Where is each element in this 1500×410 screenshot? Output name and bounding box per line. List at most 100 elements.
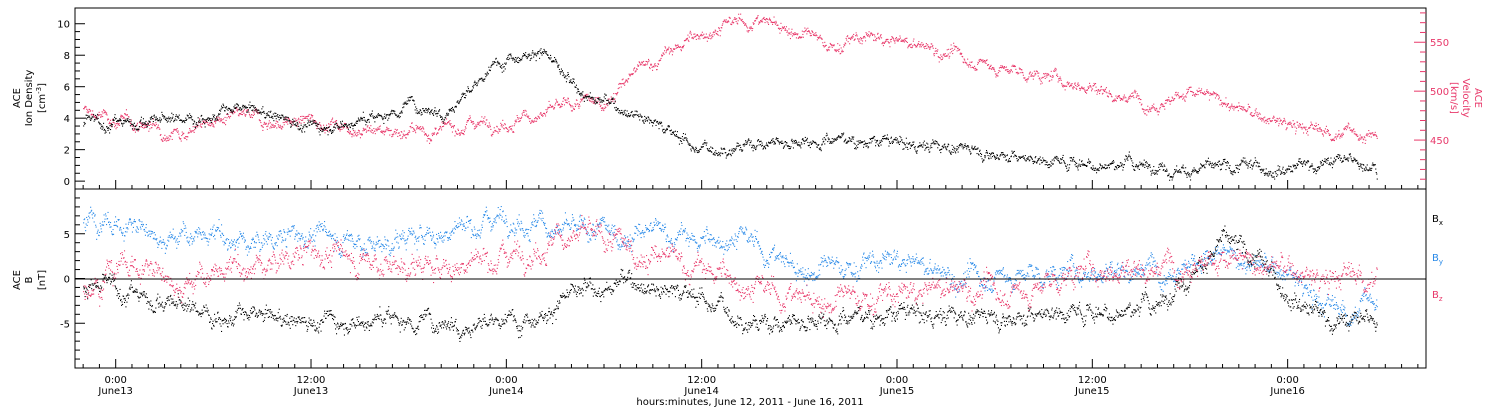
data-point bbox=[787, 32, 789, 34]
data-point bbox=[710, 151, 712, 153]
data-point bbox=[996, 154, 998, 156]
data-point bbox=[1244, 157, 1246, 159]
data-point bbox=[486, 71, 488, 73]
data-point bbox=[1132, 166, 1134, 168]
data-point bbox=[1194, 168, 1196, 170]
data-point bbox=[121, 122, 123, 124]
data-point bbox=[214, 119, 216, 121]
data-point bbox=[1229, 108, 1231, 110]
data-point bbox=[264, 122, 266, 124]
data-point bbox=[688, 143, 690, 145]
data-point bbox=[99, 123, 101, 125]
data-point bbox=[1215, 92, 1217, 94]
data-point bbox=[703, 143, 705, 145]
data-point bbox=[452, 109, 454, 111]
data-point bbox=[658, 63, 660, 65]
data-point bbox=[114, 126, 116, 128]
data-point bbox=[371, 113, 373, 115]
data-point bbox=[1273, 115, 1275, 117]
data-point bbox=[1129, 98, 1131, 100]
data-point bbox=[1325, 125, 1327, 127]
data-point bbox=[877, 32, 879, 34]
data-point bbox=[841, 51, 843, 53]
data-point bbox=[788, 33, 790, 35]
data-point bbox=[532, 52, 534, 54]
data-point bbox=[396, 129, 398, 131]
data-point bbox=[460, 130, 462, 132]
data-point bbox=[473, 122, 475, 124]
data-point bbox=[171, 138, 173, 140]
data-point bbox=[1306, 129, 1308, 131]
data-point bbox=[178, 133, 180, 135]
data-point bbox=[87, 116, 89, 118]
data-point bbox=[613, 93, 615, 95]
data-point bbox=[340, 126, 342, 128]
data-point bbox=[360, 118, 362, 120]
data-point bbox=[1145, 109, 1147, 111]
data-point bbox=[640, 64, 642, 66]
data-point bbox=[573, 78, 575, 80]
data-point bbox=[560, 68, 562, 70]
data-point bbox=[534, 53, 536, 55]
data-point bbox=[1368, 135, 1370, 137]
data-point bbox=[182, 121, 184, 123]
data-point bbox=[642, 119, 644, 121]
data-point bbox=[170, 117, 172, 119]
data-point bbox=[1230, 171, 1232, 173]
data-point bbox=[459, 100, 461, 102]
data-point bbox=[500, 66, 502, 68]
data-point bbox=[501, 71, 503, 73]
data-point bbox=[674, 44, 676, 46]
data-point bbox=[388, 128, 390, 130]
data-point bbox=[802, 138, 804, 140]
data-point bbox=[594, 103, 596, 105]
data-point bbox=[142, 123, 144, 125]
data-point bbox=[243, 112, 245, 114]
data-point bbox=[602, 108, 604, 110]
data-point bbox=[1326, 130, 1328, 132]
data-point bbox=[889, 142, 891, 144]
data-point bbox=[1374, 134, 1376, 136]
data-point bbox=[1106, 92, 1108, 94]
data-point bbox=[1284, 120, 1286, 122]
data-point bbox=[192, 130, 194, 132]
data-point bbox=[101, 111, 103, 113]
data-point bbox=[1159, 169, 1161, 171]
data-point bbox=[580, 93, 582, 95]
data-point bbox=[413, 128, 415, 130]
data-point bbox=[1115, 166, 1117, 168]
data-point bbox=[610, 101, 612, 103]
data-point bbox=[364, 119, 366, 121]
data-point bbox=[740, 147, 742, 149]
data-point bbox=[402, 103, 404, 105]
data-point bbox=[166, 121, 168, 123]
data-point bbox=[215, 122, 217, 124]
data-point bbox=[969, 61, 971, 63]
data-point bbox=[441, 129, 443, 131]
data-point bbox=[502, 124, 504, 126]
data-point bbox=[919, 142, 921, 144]
data-point bbox=[975, 67, 977, 69]
data-point bbox=[660, 59, 662, 61]
data-point bbox=[653, 66, 655, 68]
data-point bbox=[196, 122, 198, 124]
data-point bbox=[1238, 168, 1240, 170]
data-point bbox=[522, 55, 524, 57]
data-point bbox=[256, 110, 258, 112]
data-point bbox=[181, 121, 183, 123]
data-point bbox=[1022, 72, 1024, 74]
data-point bbox=[1046, 76, 1048, 78]
data-point bbox=[627, 116, 629, 118]
series-density-dots bbox=[83, 48, 1378, 181]
data-point bbox=[391, 113, 393, 115]
data-point bbox=[167, 118, 169, 120]
data-point bbox=[1216, 164, 1218, 166]
data-point bbox=[800, 147, 802, 149]
data-point bbox=[1275, 121, 1277, 123]
data-point bbox=[839, 44, 841, 46]
data-point bbox=[753, 144, 755, 146]
data-point bbox=[918, 41, 920, 43]
data-point bbox=[307, 122, 309, 124]
data-point bbox=[316, 124, 318, 126]
data-point bbox=[1268, 174, 1270, 176]
